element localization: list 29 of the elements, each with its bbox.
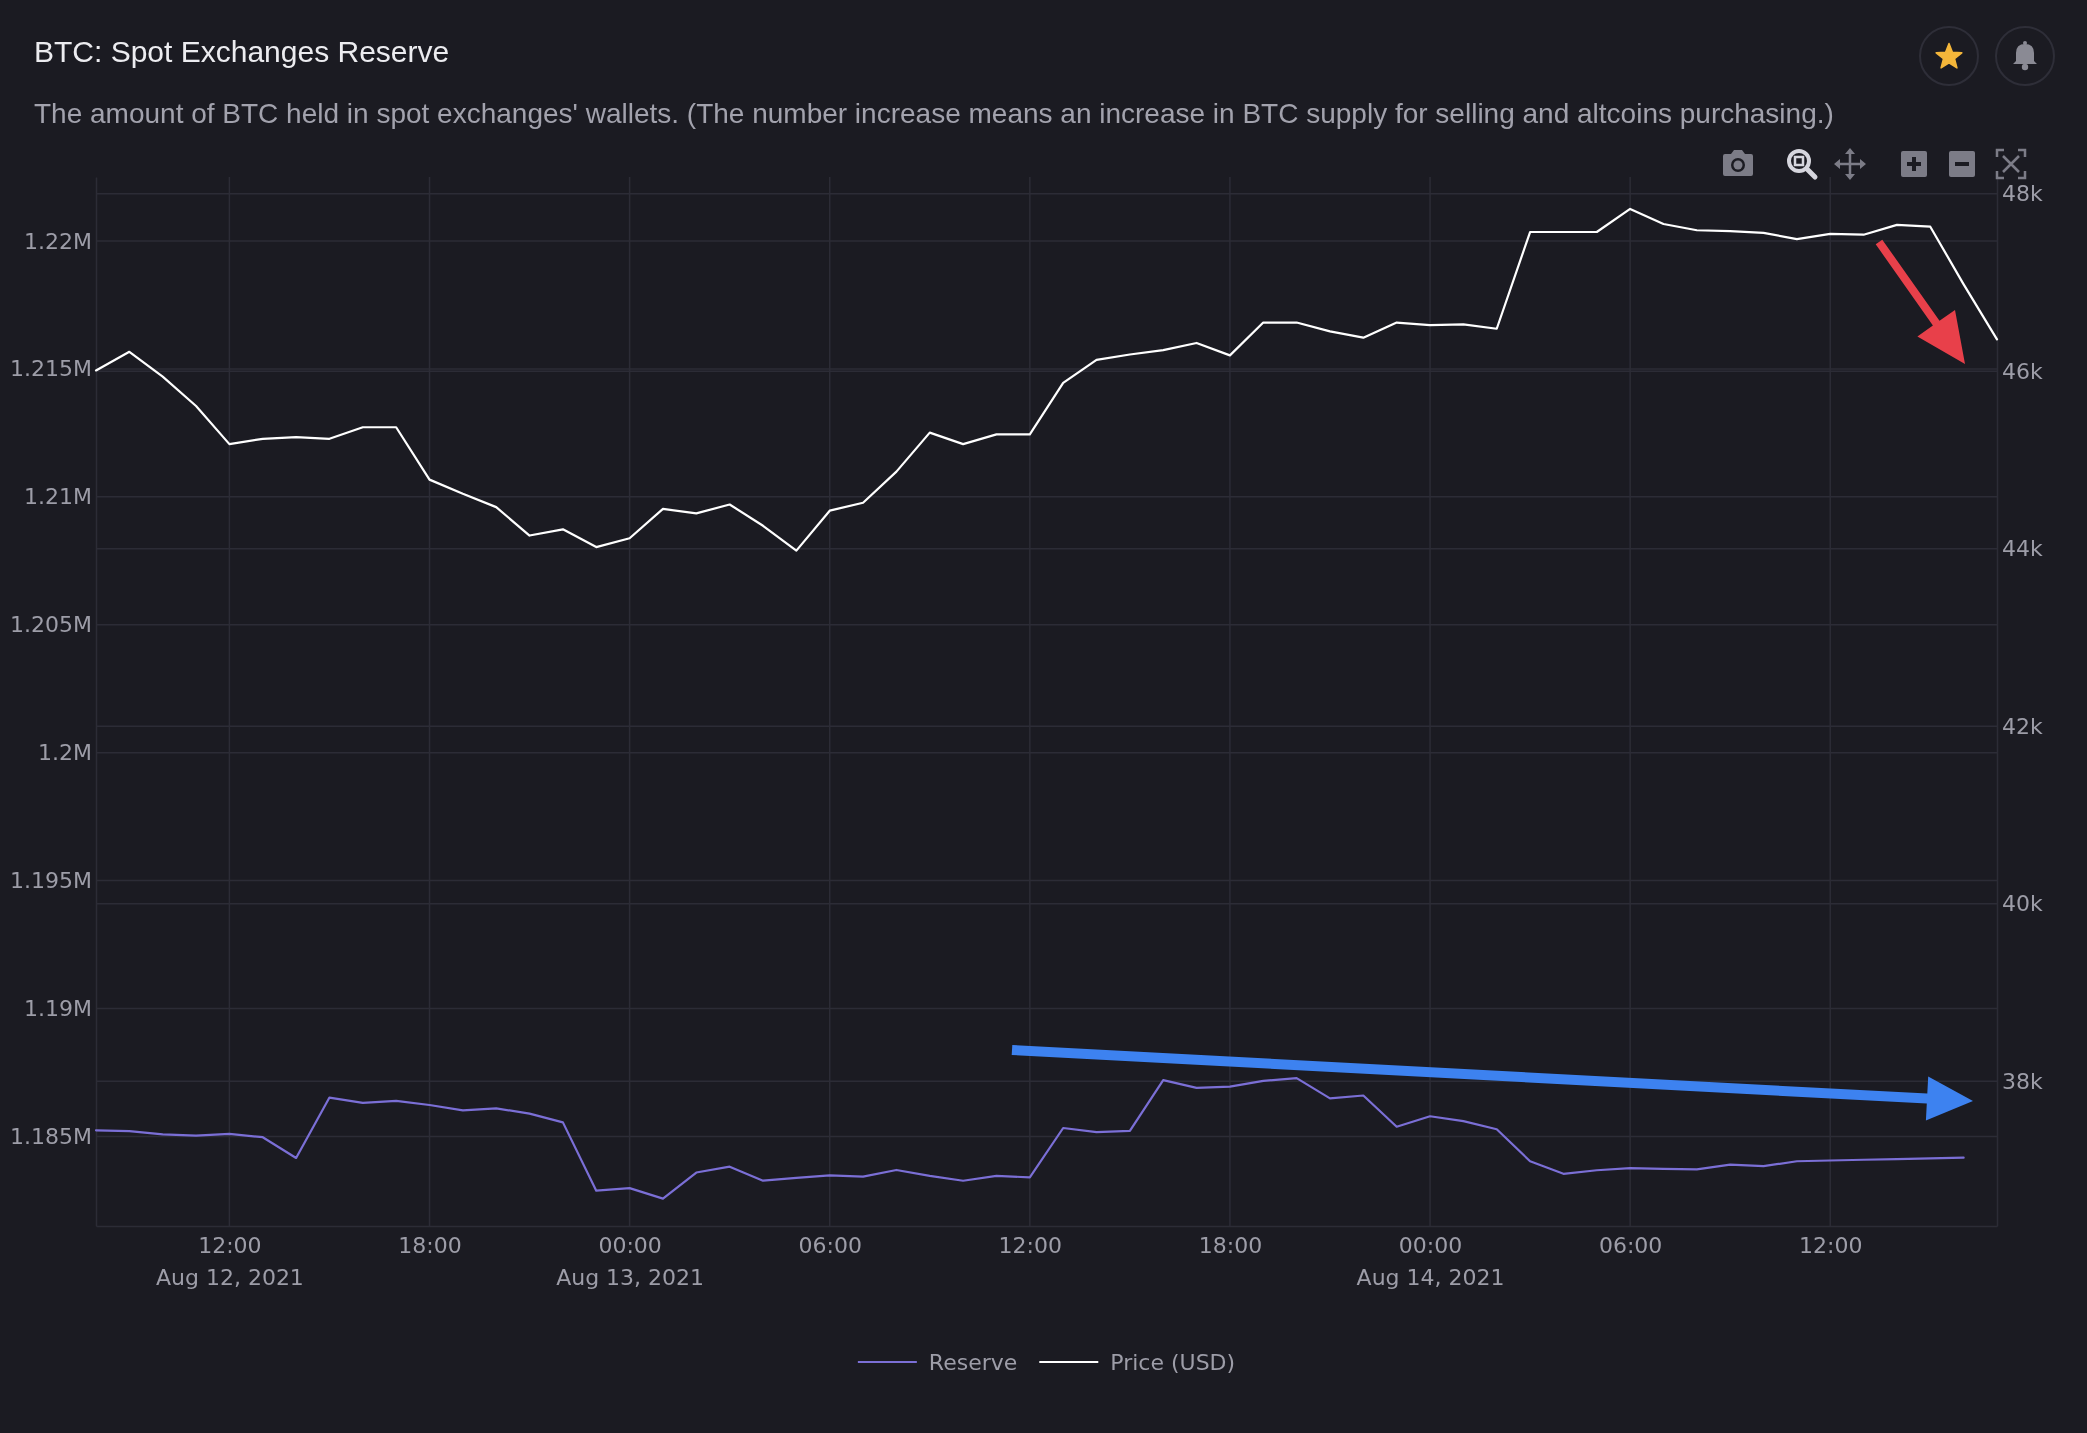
y2-tick-label: 38k [2002, 1068, 2043, 1094]
y2-tick-label: 48k [2002, 181, 2043, 207]
chart-subtitle: The amount of BTC held in spot exchanges' wallets. (The number increase means an increase in BTC supply for selling and altcoins purchasing.) [34, 98, 1834, 129]
y2-tick-label: 44k [2002, 536, 2043, 562]
y2-tick-label: 46k [2002, 358, 2043, 384]
x-tick-label: 06:00 [1598, 1232, 1663, 1258]
x-tick-label: 18:00 [1198, 1232, 1263, 1258]
line-series [94, 207, 1999, 552]
y-tick-label: 1.185M [10, 1123, 92, 1149]
line-series [94, 1077, 1965, 1200]
y2-tick-label: 42k [2002, 713, 2043, 739]
x-tick-label: 00:00 Aug 14, 2021 [1356, 1232, 1505, 1290]
x-tick-label: 12:00 [1799, 1232, 1863, 1258]
legend-label: Price (USD) [1110, 1349, 1236, 1375]
x-tick-label: 12:00 [998, 1232, 1063, 1258]
chart-title: BTC: Spot Exchanges Reserve [34, 35, 450, 68]
y-tick-label: 1.22M [24, 228, 92, 254]
y-tick-label: 1.205M [10, 612, 92, 638]
x-tick-label: 06:00 [798, 1232, 862, 1258]
y-tick-label: 1.195M [10, 868, 92, 894]
y-tick-label: 1.2M [38, 740, 92, 766]
y-tick-label: 1.19M [24, 996, 92, 1022]
y-tick-label: 1.21M [24, 484, 92, 510]
x-tick-label: 18:00 [398, 1232, 462, 1258]
y-tick-label: 1.215M [10, 356, 92, 382]
y2-tick-label: 40k [2002, 891, 2043, 917]
x-tick-label: 12:00 Aug 12, 2021 [155, 1232, 304, 1290]
legend-label: Reserve [928, 1349, 1018, 1375]
x-tick-label: 00:00 Aug 13, 2021 [556, 1232, 705, 1290]
